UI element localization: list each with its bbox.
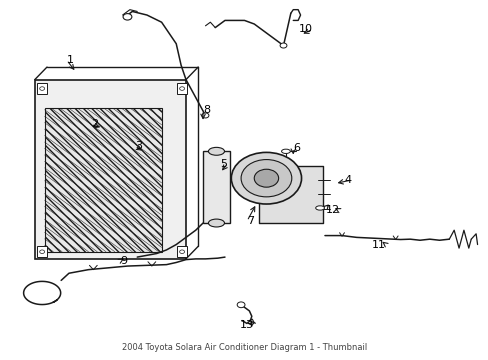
Text: 6: 6 bbox=[293, 143, 300, 153]
Ellipse shape bbox=[208, 219, 224, 227]
Ellipse shape bbox=[280, 43, 286, 48]
Bar bbox=[44, 108, 161, 252]
Bar bbox=[35, 80, 185, 259]
Text: 7: 7 bbox=[246, 216, 254, 226]
Text: 13: 13 bbox=[240, 320, 254, 330]
Bar bbox=[259, 166, 322, 223]
Ellipse shape bbox=[179, 87, 184, 90]
Text: 9: 9 bbox=[120, 256, 127, 266]
Text: 10: 10 bbox=[298, 24, 312, 35]
Ellipse shape bbox=[315, 206, 324, 210]
Ellipse shape bbox=[208, 147, 224, 155]
Bar bbox=[203, 151, 229, 223]
Text: 8: 8 bbox=[203, 105, 210, 115]
Bar bbox=[37, 83, 47, 94]
Bar bbox=[37, 246, 47, 257]
Ellipse shape bbox=[281, 149, 290, 153]
Ellipse shape bbox=[231, 152, 301, 204]
Text: 3: 3 bbox=[135, 141, 142, 151]
Text: 1: 1 bbox=[66, 55, 73, 65]
Text: 4: 4 bbox=[344, 175, 351, 185]
Ellipse shape bbox=[40, 250, 44, 253]
Ellipse shape bbox=[40, 87, 44, 90]
Text: 11: 11 bbox=[371, 239, 385, 249]
Ellipse shape bbox=[179, 250, 184, 253]
Text: 5: 5 bbox=[220, 159, 227, 169]
Ellipse shape bbox=[241, 159, 291, 197]
Ellipse shape bbox=[237, 302, 244, 308]
Bar bbox=[177, 83, 186, 94]
Bar bbox=[177, 246, 186, 257]
Text: 2004 Toyota Solara Air Conditioner Diagram 1 - Thumbnail: 2004 Toyota Solara Air Conditioner Diagr… bbox=[122, 343, 366, 352]
Text: 12: 12 bbox=[325, 206, 339, 216]
Text: 2: 2 bbox=[91, 120, 98, 129]
Ellipse shape bbox=[254, 169, 278, 187]
Ellipse shape bbox=[123, 14, 132, 20]
Ellipse shape bbox=[202, 113, 208, 118]
